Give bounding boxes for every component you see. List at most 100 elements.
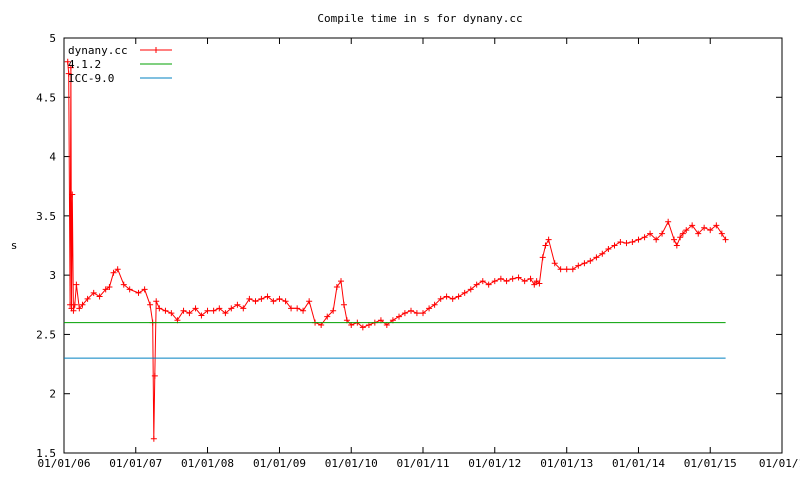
data-point [641,234,648,241]
data-point [270,298,277,305]
y-tick-label: 1.5 [36,447,56,460]
data-point [707,227,714,234]
data-point [569,266,576,273]
data-point [491,278,498,285]
data-point [76,305,83,312]
data-point [683,227,690,234]
data-point [234,301,241,308]
series-line-0 [67,61,727,439]
data-point [503,278,510,285]
data-point [153,298,160,305]
data-point [216,305,223,312]
x-tick-label: 01/01/09 [253,457,306,470]
data-point [288,305,295,312]
data-point [330,307,337,314]
data-point [79,301,86,308]
y-tick-label: 2 [49,388,56,401]
data-point [542,242,549,249]
data-point [141,286,148,293]
data-point [467,286,474,293]
data-point [282,298,289,305]
data-point [587,257,594,264]
data-point [135,289,142,296]
x-axis: 01/01/06 01/01/07 01/01/08 01/01/09 01/01/10… [38,38,800,470]
data-point [449,295,456,302]
y-tick-label: 3 [49,269,56,282]
data-point [228,305,235,312]
data-point [102,286,109,293]
y-axis-label: s [11,239,18,252]
data-point [180,307,187,314]
data-point [718,230,725,237]
data-point [151,372,158,379]
data-point [306,298,313,305]
y-tick-label: 4 [49,151,56,164]
data-point [599,250,606,257]
data-point [479,278,486,285]
data-point [340,301,347,308]
data-point [426,305,433,312]
data-point [671,236,678,243]
data-point [300,307,307,314]
data-point [156,305,163,312]
data-point [338,278,345,285]
series-layer [64,58,729,442]
data-point [509,275,516,282]
y-tick-label: 4.5 [36,91,56,104]
data-point [679,230,686,237]
data-point [623,240,630,247]
data-point [527,275,534,282]
data-point [120,281,127,288]
x-tick-label: 01/01/07 [109,457,162,470]
chart-title: Compile time in s for dynany.cc [317,12,522,25]
data-point [647,230,654,237]
data-point [186,310,193,317]
data-point [420,310,426,317]
data-point [198,312,205,319]
data-point [575,262,582,269]
data-point [713,222,720,229]
x-tick-label: 01/01/1 [759,457,800,470]
data-point [563,266,570,273]
x-tick-label: 01/01/08 [181,457,234,470]
data-point [324,313,331,320]
data-point [401,310,408,317]
data-point [162,307,169,314]
x-tick-label: 01/01/14 [612,457,665,470]
data-point [677,234,684,241]
data-point [204,307,211,314]
data-point [413,310,420,317]
data-point [581,260,588,267]
y-axis: 1.5 2 2.5 3 3.5 4 4.5 5 [36,32,782,460]
x-tick-label: 01/01/15 [684,457,737,470]
x-tick-label: 01/01/11 [397,457,450,470]
data-point [294,305,301,312]
data-point [617,238,624,245]
data-point [531,281,538,288]
legend-label: ICC-9.0 [68,72,114,85]
data-point [71,301,78,308]
data-point [246,295,253,302]
data-point [551,260,558,267]
data-point [264,293,271,300]
data-point [252,298,259,305]
data-point [689,222,696,229]
data-point [73,281,80,288]
data-point [515,274,522,281]
data-point [521,278,528,285]
data-point [673,242,680,249]
data-point [701,224,708,231]
data-point [593,254,600,261]
data-point [65,70,72,77]
y-tick-label: 2.5 [36,328,56,341]
data-point [70,307,77,314]
data-point [333,284,340,290]
y-tick-label: 3.5 [36,210,56,223]
data-point [222,310,229,317]
data-point [665,218,672,225]
data-point [69,191,76,198]
data-point [485,281,492,288]
data-point [150,435,157,442]
data-point [258,295,265,302]
